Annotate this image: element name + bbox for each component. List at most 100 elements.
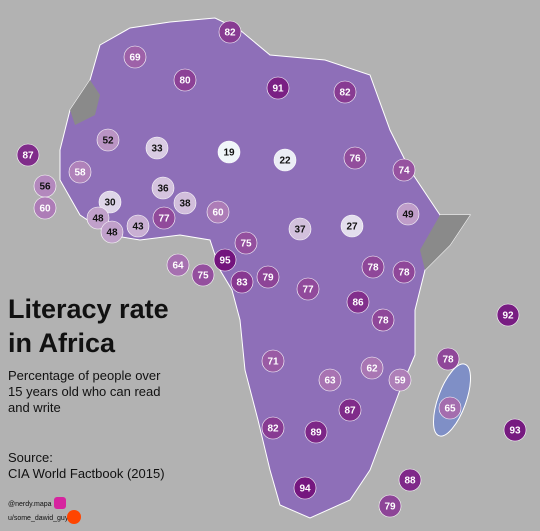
value-label: 38 — [179, 199, 191, 210]
value-label: 82 — [224, 28, 236, 39]
value-label: 83 — [236, 278, 248, 289]
value-label: 78 — [377, 316, 389, 327]
value-swatch — [33, 196, 57, 220]
credit: @nerdy.mapa — [8, 501, 52, 508]
value-swatch — [16, 143, 40, 167]
value-label: 64 — [172, 261, 184, 272]
value-swatch — [438, 396, 462, 420]
value-label: 43 — [132, 222, 144, 233]
value-swatch — [396, 202, 420, 226]
value-swatch — [371, 308, 395, 332]
value-swatch — [304, 420, 328, 444]
value-label: 56 — [39, 182, 51, 193]
value-label: 63 — [324, 376, 336, 387]
somalia — [420, 215, 470, 270]
value-label: 79 — [384, 502, 396, 513]
value-swatch — [86, 206, 110, 230]
value-label: 48 — [106, 228, 118, 239]
value-swatch — [145, 136, 169, 160]
value-label: 30 — [104, 198, 116, 209]
value-swatch — [333, 80, 357, 104]
source: CIA World Factbook (2015) — [8, 466, 165, 481]
value-label: 33 — [151, 144, 163, 155]
value-swatch — [503, 418, 527, 442]
value-label: 74 — [398, 166, 410, 177]
value-swatch — [256, 265, 280, 289]
title: in Africa — [8, 328, 116, 358]
value-swatch — [206, 200, 230, 224]
value-label: 89 — [310, 428, 322, 439]
source: Source: — [8, 450, 53, 465]
value-label: 87 — [22, 151, 34, 162]
value-swatch — [340, 214, 364, 238]
value-swatch — [392, 158, 416, 182]
value-label: 58 — [74, 168, 86, 179]
value-label: 86 — [352, 298, 364, 309]
value-swatch — [296, 277, 320, 301]
value-label: 75 — [240, 239, 252, 250]
value-swatch — [68, 160, 92, 184]
value-swatch — [173, 191, 197, 215]
value-swatch — [213, 248, 237, 272]
value-swatch — [261, 349, 285, 373]
value-label: 80 — [179, 76, 191, 87]
value-label: 48 — [92, 214, 104, 225]
value-label: 76 — [349, 154, 361, 165]
value-label: 60 — [39, 204, 51, 215]
value-label: 92 — [502, 311, 514, 322]
subtitle: and write — [8, 400, 61, 415]
value-label: 37 — [294, 225, 306, 236]
reddit-icon — [67, 510, 81, 524]
value-label: 36 — [157, 184, 169, 195]
subtitle: 15 years old who can read — [8, 384, 160, 399]
value-swatch — [152, 206, 176, 230]
value-label: 19 — [223, 148, 235, 159]
value-swatch — [100, 220, 124, 244]
value-swatch — [318, 368, 342, 392]
value-swatch — [217, 140, 241, 164]
title: Literacy rate — [8, 294, 169, 324]
value-swatch — [191, 263, 215, 287]
value-label: 79 — [262, 273, 274, 284]
value-swatch — [436, 347, 460, 371]
value-label: 87 — [344, 406, 356, 417]
value-swatch — [346, 290, 370, 314]
value-swatch — [123, 45, 147, 69]
value-swatch — [261, 416, 285, 440]
value-label: 52 — [102, 136, 114, 147]
value-swatch — [173, 68, 197, 92]
value-label: 60 — [212, 208, 224, 219]
value-swatch — [151, 176, 175, 200]
value-label: 62 — [366, 364, 378, 375]
value-swatch — [398, 468, 422, 492]
value-label: 77 — [302, 285, 314, 296]
value-label: 93 — [509, 426, 521, 437]
value-swatch — [266, 76, 290, 100]
value-swatch — [496, 303, 520, 327]
western-sahara — [70, 80, 100, 125]
value-label: 78 — [367, 263, 379, 274]
value-label: 59 — [394, 376, 406, 387]
value-swatch — [288, 217, 312, 241]
value-label: 94 — [299, 484, 311, 495]
value-swatch — [392, 260, 416, 284]
value-swatch — [126, 214, 150, 238]
value-label: 69 — [129, 53, 141, 64]
value-swatch — [388, 368, 412, 392]
value-swatch — [98, 190, 122, 214]
instagram-icon — [54, 497, 66, 509]
value-label: 27 — [346, 222, 358, 233]
value-label: 65 — [444, 404, 456, 415]
value-label: 82 — [339, 88, 351, 99]
value-label: 22 — [279, 156, 291, 167]
subtitle: Percentage of people over — [8, 368, 161, 383]
value-swatch — [166, 253, 190, 277]
value-swatch — [293, 476, 317, 500]
value-swatch — [218, 20, 242, 44]
value-label: 95 — [219, 256, 231, 267]
value-swatch — [96, 128, 120, 152]
value-swatch — [343, 146, 367, 170]
value-label: 82 — [267, 424, 279, 435]
